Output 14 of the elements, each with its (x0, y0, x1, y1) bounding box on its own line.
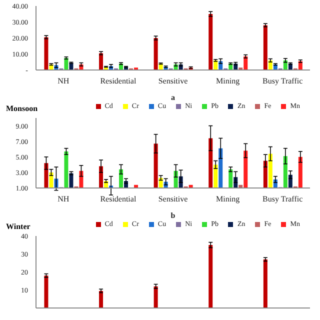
x-tick-label: NH (58, 76, 70, 86)
x-tick-label: NH (58, 194, 70, 204)
x-axis-title: a (171, 93, 175, 102)
x-tick-label: Busy Traffic (262, 194, 304, 204)
x-tick-label: Mining (216, 76, 240, 86)
x-tick-label: Sensitive (158, 76, 188, 86)
chart-title: Monsoon (6, 104, 38, 113)
x-tick-label: Residential (100, 194, 137, 204)
chart-title: Winter (6, 222, 30, 231)
x-axis-title: b (170, 211, 176, 220)
x-tick-label: Residential (100, 76, 137, 86)
x-tick-label: Mining (216, 194, 240, 204)
x-tick-label: Sensitive (158, 194, 188, 204)
x-tick-label: Busy Traffic (262, 76, 304, 86)
